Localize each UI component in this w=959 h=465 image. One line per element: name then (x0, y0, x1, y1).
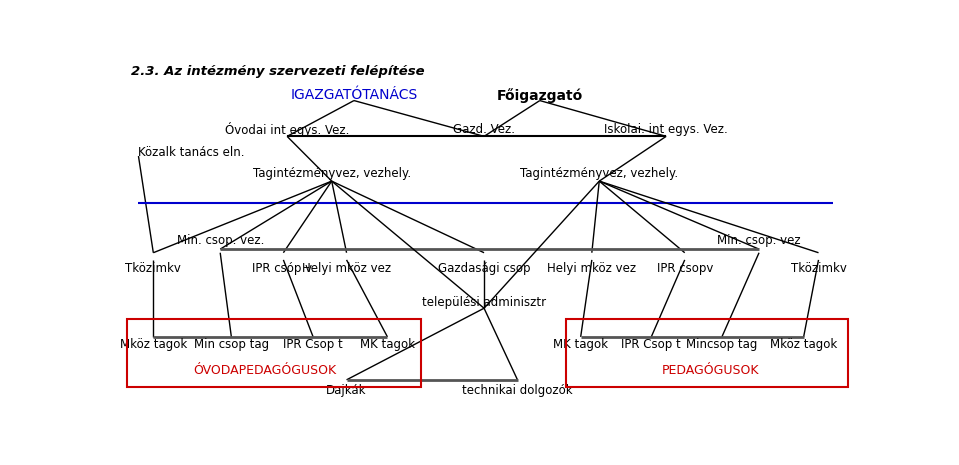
Text: Dajkák: Dajkák (326, 384, 366, 397)
Text: Tagintézményvez, vezhely.: Tagintézményvez, vezhely. (520, 167, 678, 180)
Text: Helyi mköz vez: Helyi mköz vez (302, 262, 391, 275)
Text: technikai dolgozók: technikai dolgozók (462, 384, 573, 397)
Text: Mköz tagok: Mköz tagok (120, 338, 187, 351)
Text: MK tagok: MK tagok (360, 338, 415, 351)
Text: Min. csop. vez: Min. csop. vez (717, 234, 801, 247)
Text: Közalk tanács eln.: Közalk tanács eln. (138, 146, 245, 159)
Text: 2.3. Az intézmény szervezeti felépítése: 2.3. Az intézmény szervezeti felépítése (131, 65, 425, 78)
Text: MK tagok: MK tagok (553, 338, 608, 351)
Text: IPR Csop t: IPR Csop t (283, 338, 343, 351)
Text: Min csop tag: Min csop tag (194, 338, 269, 351)
Text: ÓVODAPEDAGÓGUSOK: ÓVODAPEDAGÓGUSOK (194, 365, 337, 378)
Text: Tközimkv: Tközimkv (126, 262, 181, 275)
Text: IPR csopv: IPR csopv (657, 262, 713, 275)
Text: Óvodai int egys. Vez.: Óvodai int egys. Vez. (225, 122, 349, 138)
Text: Gazdasági csop: Gazdasági csop (438, 262, 530, 275)
Text: Mköz tagok: Mköz tagok (770, 338, 837, 351)
Text: Helyi mköz vez: Helyi mköz vez (548, 262, 637, 275)
Text: IGAZGATÓTANÁCS: IGAZGATÓTANÁCS (291, 88, 417, 102)
Text: Tközimkv: Tközimkv (790, 262, 847, 275)
Text: Iskolai. int egys. Vez.: Iskolai. int egys. Vez. (604, 123, 728, 136)
Text: IPR Csop t: IPR Csop t (621, 338, 681, 351)
Text: Tagintézményvez, vezhely.: Tagintézményvez, vezhely. (252, 167, 410, 180)
Text: települési adminisztr: települési adminisztr (422, 296, 546, 309)
Text: PEDAGÓGUSOK: PEDAGÓGUSOK (662, 365, 760, 378)
Text: Min. csop. vez.: Min. csop. vez. (176, 234, 264, 247)
Text: IPR csóp v.: IPR csóp v. (252, 262, 315, 275)
Text: Gazd. Vez.: Gazd. Vez. (453, 123, 515, 136)
Text: Főigazgató: Főigazgató (497, 88, 583, 103)
Text: Mincsop tag: Mincsop tag (687, 338, 758, 351)
